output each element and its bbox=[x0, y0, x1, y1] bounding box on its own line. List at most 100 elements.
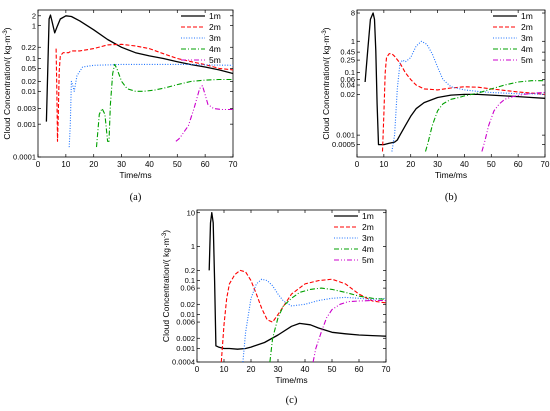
x-tick-label: 60 bbox=[201, 160, 210, 169]
x-tick-label: 20 bbox=[406, 160, 415, 169]
x-axis-label: Time/ms bbox=[119, 170, 151, 180]
series-line-1m bbox=[364, 12, 545, 146]
legend-label: 3m bbox=[209, 33, 221, 43]
y-tick-label: 0.001 bbox=[176, 344, 195, 353]
y-axis-label-main: Cloud Concentration/( kg·m bbox=[2, 36, 12, 140]
legend-label: 1m bbox=[209, 11, 221, 21]
y-tick-label: 8 bbox=[351, 9, 355, 18]
x-tick-label: 20 bbox=[89, 160, 98, 169]
y-tick-label: 0.1 bbox=[185, 276, 195, 285]
x-tick-label: 40 bbox=[301, 365, 310, 374]
legend-label: 1m bbox=[521, 11, 533, 21]
y-tick-label: 2 bbox=[32, 11, 36, 20]
series-line-4m bbox=[95, 63, 233, 148]
x-tick-label: 40 bbox=[145, 160, 154, 169]
x-tick-label: 50 bbox=[487, 160, 496, 169]
x-tick-label: 50 bbox=[173, 160, 182, 169]
y-axis-label: Cloud Concentration/( kg·m-3) bbox=[161, 230, 171, 342]
y-tick-label: 0.04 bbox=[340, 81, 355, 90]
series-line-2m bbox=[220, 269, 386, 362]
x-axis-label: Time/ms bbox=[275, 375, 307, 385]
y-tick-label: 0.0005 bbox=[332, 140, 355, 149]
panel-label: (c) bbox=[286, 395, 298, 406]
y-tick-label: 10 bbox=[187, 208, 195, 217]
series-line-4m bbox=[424, 80, 545, 152]
y-axis-label-close: ) bbox=[161, 230, 171, 233]
y-axis-label-close: ) bbox=[321, 27, 331, 30]
y-tick-label: 0.06 bbox=[180, 284, 195, 293]
y-tick-label: 1 bbox=[351, 37, 355, 46]
x-tick-label: 60 bbox=[514, 160, 523, 169]
series-line-1m bbox=[45, 14, 233, 122]
y-tick-label: 0.003 bbox=[17, 104, 36, 113]
y-tick-label: 0.0001 bbox=[13, 153, 36, 162]
x-tick-label: 50 bbox=[328, 365, 337, 374]
legend-label: 5m bbox=[362, 255, 374, 265]
x-tick-label: 0 bbox=[355, 160, 360, 169]
plot-frame bbox=[356, 9, 546, 158]
y-tick-label: 0.01 bbox=[21, 87, 36, 96]
y-tick-label: 0.006 bbox=[176, 318, 195, 327]
plot-frame bbox=[196, 209, 387, 363]
series-lines bbox=[364, 12, 545, 152]
y-axis-label-main: Cloud Concentration/( kg·m bbox=[161, 238, 171, 342]
y-tick-label: 0.002 bbox=[176, 334, 195, 343]
y-tick-label: 1 bbox=[32, 21, 36, 30]
series-line-5m bbox=[481, 91, 545, 152]
legend-label: 3m bbox=[362, 233, 374, 243]
y-tick-label: 0.02 bbox=[21, 77, 36, 86]
series-line-3m bbox=[68, 63, 233, 148]
legend-label: 2m bbox=[209, 22, 221, 32]
series-lines bbox=[45, 14, 233, 148]
y-axis-label-exponent: -3 bbox=[162, 232, 168, 238]
x-tick-label: 10 bbox=[220, 365, 229, 374]
x-tick-label: 0 bbox=[195, 365, 200, 374]
x-tick-label: 70 bbox=[382, 365, 391, 374]
y-tick-label: 0.06 bbox=[340, 75, 355, 84]
series-lines bbox=[208, 212, 386, 362]
x-tick-label: 30 bbox=[274, 365, 283, 374]
y-tick-label: 0.02 bbox=[180, 300, 195, 309]
x-tick-label: 10 bbox=[379, 160, 388, 169]
series-line-3m bbox=[242, 278, 386, 362]
x-tick-label: 0 bbox=[36, 160, 41, 169]
y-tick-label: 0.22 bbox=[21, 43, 36, 52]
chart-panel-a: 0 10 20 30 40 50 60 70 0.0001 0.001 0.003 0.010.02 0… bbox=[2, 9, 238, 203]
x-axis-label: Time/ms bbox=[435, 170, 467, 180]
x-tick-label: 30 bbox=[433, 160, 442, 169]
x-tick-label: 70 bbox=[229, 160, 238, 169]
legend-label: 1m bbox=[362, 211, 374, 221]
legend-label: 4m bbox=[521, 44, 533, 54]
series-line-2m bbox=[381, 53, 545, 152]
y-tick-label: 0.001 bbox=[17, 120, 36, 129]
legend-label: 4m bbox=[362, 244, 374, 254]
panel-label: (a) bbox=[130, 192, 142, 203]
y-tick-label: 0.2 bbox=[185, 266, 195, 275]
y-tick-label: 0.0004 bbox=[172, 358, 195, 367]
x-tick-label: 30 bbox=[117, 160, 126, 169]
y-tick-label: 0.25 bbox=[340, 56, 355, 65]
legend-label: 5m bbox=[209, 55, 221, 65]
x-tick-label: 70 bbox=[541, 160, 550, 169]
x-tick-label: 60 bbox=[355, 365, 364, 374]
y-tick-label: 0.05 bbox=[21, 64, 36, 73]
series-line-1m bbox=[208, 212, 386, 350]
x-tick-label: 40 bbox=[460, 160, 469, 169]
legend-label: 2m bbox=[362, 222, 374, 232]
panel-label: (b) bbox=[445, 192, 458, 203]
legend-label: 4m bbox=[209, 44, 221, 54]
y-tick-label: 0.02 bbox=[340, 90, 355, 99]
y-axis-label: Cloud Concentration/( kg·m-3) bbox=[2, 27, 12, 139]
plot-frame bbox=[37, 9, 234, 158]
y-tick-label: 0.001 bbox=[336, 131, 355, 140]
y-tick-label: 0.01 bbox=[180, 310, 195, 319]
y-axis-label-exponent: -3 bbox=[3, 30, 9, 36]
y-tick-label: 0.1 bbox=[345, 68, 355, 77]
y-axis-label: Cloud Concentration/( kg·m-3) bbox=[321, 27, 331, 139]
y-tick-label: 1 bbox=[191, 242, 195, 251]
